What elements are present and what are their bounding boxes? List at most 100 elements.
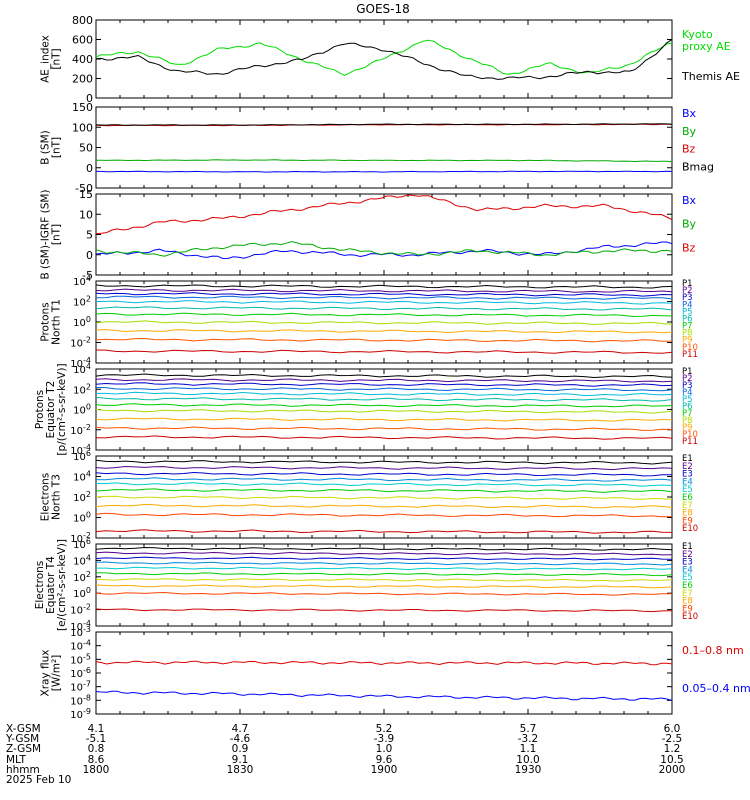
- channel-line: [95, 503, 673, 509]
- y-axis-label: [nT]: [51, 137, 63, 158]
- x-column-value: 4.1: [88, 723, 105, 735]
- y-tick-label: 10-8: [70, 693, 91, 707]
- series-line: [95, 159, 673, 163]
- x-column-value: -3.9: [374, 733, 395, 745]
- channel-line: [95, 556, 673, 561]
- x-column-value: 1.0: [376, 743, 393, 755]
- channel-line: [95, 572, 673, 577]
- legend-label: E1: [682, 542, 693, 552]
- channel-line: [96, 566, 673, 571]
- y-tick-label: 10-3: [70, 625, 91, 639]
- legend-label: P3: [682, 381, 693, 391]
- y-tick-label: 150: [72, 101, 93, 114]
- y-tick-label: 102: [73, 490, 91, 504]
- x-row-label: hhmm: [6, 764, 40, 776]
- y-axis-label: Equator T4: [45, 556, 57, 614]
- legend-label: E3: [682, 558, 693, 568]
- legend-label: Bz: [682, 241, 696, 254]
- y-tick-label: 100: [72, 121, 93, 134]
- legend-label: E2: [682, 462, 693, 472]
- legend-label: P6: [682, 402, 693, 412]
- channel-line: [95, 328, 673, 334]
- series-line: [95, 660, 673, 666]
- y-tick-label: 0: [86, 92, 93, 105]
- channel-line: [95, 337, 673, 343]
- y-tick-label: 102: [73, 570, 91, 584]
- panel-frame: [95, 543, 673, 627]
- y-axis-label: North T1: [51, 299, 63, 345]
- channel-line: [95, 387, 673, 392]
- legend-label: Themis AE: [681, 70, 740, 83]
- y-tick-label: 100: [73, 403, 91, 417]
- y-axis-label: [p/(cm²-s-sr-keV)]: [56, 363, 68, 455]
- y-axis-label: [W/m²]: [51, 655, 63, 692]
- channel-line: [95, 488, 673, 493]
- legend-label: E3: [682, 470, 693, 480]
- legend-label: P9: [682, 423, 693, 433]
- channel-line: [95, 529, 673, 534]
- x-column-value: -3.2: [518, 733, 539, 745]
- y-axis-label: [nT]: [51, 48, 63, 69]
- legend-label: By: [682, 125, 697, 138]
- y-tick-label: 200: [72, 73, 93, 86]
- legend-label: E6: [682, 581, 693, 591]
- legend-label: P4: [682, 388, 693, 398]
- series-line: [95, 194, 673, 235]
- x-row-label: 2025 Feb 10: [6, 774, 71, 786]
- y-tick-label: 10-2: [70, 423, 91, 437]
- legend-label: 0.05–0.4 nm: [682, 682, 750, 695]
- legend-label: E9: [682, 604, 693, 614]
- x-column-value: 1.2: [664, 743, 681, 755]
- legend-label: P6: [682, 314, 693, 324]
- x-row-label: Y-GSM: [5, 733, 39, 745]
- y-axis-label: AE_index: [40, 35, 52, 83]
- channel-line: [95, 477, 673, 482]
- y-tick-label: 10-6: [70, 666, 91, 680]
- legend-label: E5: [682, 573, 693, 583]
- y-tick-label: 102: [73, 295, 91, 309]
- series-line: [96, 170, 673, 173]
- channel-line: [95, 591, 672, 596]
- y-axis-label: Protons: [34, 390, 46, 429]
- legend-label: Bx: [682, 194, 697, 207]
- x-column-value: 1830: [227, 764, 254, 776]
- channel-line: [95, 349, 673, 354]
- x-column-value: 5.7: [520, 723, 537, 735]
- legend-label: P3: [682, 293, 693, 303]
- legend-label: P4: [682, 300, 693, 310]
- y-tick-label: 15: [79, 188, 93, 201]
- y-axis-label: [nT]: [51, 224, 63, 245]
- x-column-value: 4.7: [232, 723, 249, 735]
- legend-label: P5: [682, 395, 693, 405]
- y-tick-label: 10-2: [70, 603, 91, 617]
- y-tick-label: 100: [73, 586, 91, 600]
- x-column-value: 1900: [371, 764, 398, 776]
- y-tick-label: 400: [72, 53, 93, 66]
- legend-label: Bx: [682, 107, 697, 120]
- channel-line: [95, 495, 673, 500]
- y-tick-label: 10-4: [70, 443, 91, 457]
- legend-label: P7: [682, 409, 693, 419]
- legend-label: P1: [682, 367, 693, 377]
- y-axis-label: B (SM)-IGRF (SM): [40, 189, 52, 279]
- channel-line: [95, 561, 673, 566]
- y-axis-label: Electrons: [40, 473, 52, 522]
- channel-line: [96, 391, 673, 397]
- x-row-label: X-GSM: [6, 723, 41, 735]
- x-column-value: 2000: [659, 764, 686, 776]
- y-axis-label: Xray flux: [40, 650, 52, 697]
- channel-line: [95, 284, 673, 289]
- legend-label: E7: [682, 589, 693, 599]
- x-column-value: 10.0: [516, 754, 539, 766]
- y-tick-label: 106: [73, 449, 91, 463]
- x-column-value: -4.6: [230, 733, 251, 745]
- legend-label: P11: [682, 350, 698, 360]
- y-tick-label: 10-2: [70, 531, 91, 545]
- y-tick-label: 5: [86, 229, 93, 242]
- legend-label: E4: [682, 565, 693, 575]
- y-tick-label: 0: [86, 249, 93, 262]
- y-tick-label: 106: [73, 537, 91, 551]
